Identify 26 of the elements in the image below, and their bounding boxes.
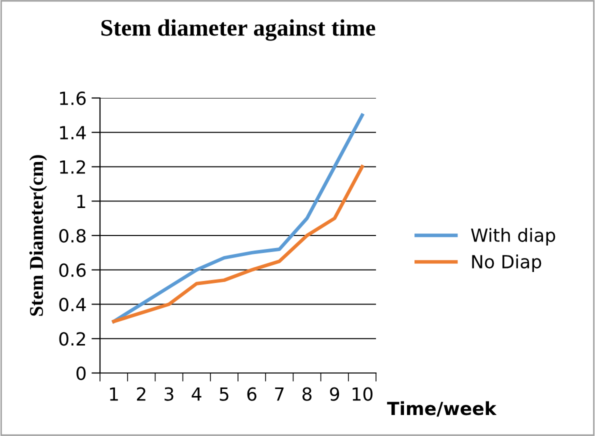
- line-series: [112, 113, 364, 324]
- x-axis-title: Time/week: [387, 401, 497, 417]
- x-tick-label: 8: [302, 387, 312, 401]
- legend-label: No Diap: [472, 254, 542, 272]
- x-tick-label: 4: [192, 387, 202, 401]
- x-tick-label: 6: [247, 387, 256, 401]
- x-tick-label: 3: [164, 387, 174, 401]
- y-tick-label: 0.6: [59, 263, 86, 277]
- y-tick-label: 1: [77, 194, 86, 208]
- y-tick-label: 1.4: [60, 126, 86, 140]
- x-tick-label: 2: [136, 387, 146, 401]
- legend-label: With diap: [471, 228, 556, 246]
- y-axis-title: Stem Diameter(cm): [29, 155, 47, 316]
- x-tick-label: 10: [352, 387, 372, 401]
- y-tick-label: 1.2: [60, 160, 85, 174]
- x-tick-label: 9: [330, 387, 340, 401]
- x-tick-label: 5: [220, 387, 228, 401]
- y-tick-label: 0: [76, 366, 86, 380]
- y-tick-label: 0.4: [59, 298, 86, 312]
- y-tick-label: 1.6: [60, 91, 86, 106]
- x-tick-label: 1: [110, 387, 118, 401]
- y-tick-label: 0.2: [59, 332, 85, 346]
- chart-title: Stem diameter against time: [101, 19, 376, 41]
- line-series: [112, 165, 364, 324]
- x-tick-label: 7: [275, 387, 284, 401]
- y-tick-label: 0.8: [59, 228, 86, 243]
